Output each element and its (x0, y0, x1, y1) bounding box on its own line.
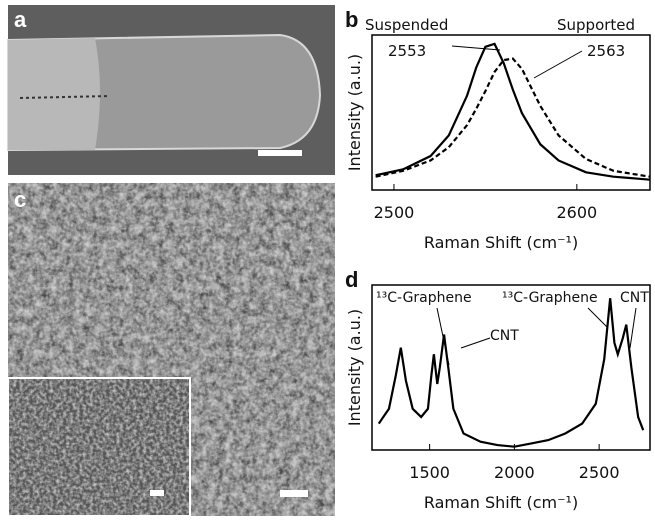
sem-image-a (8, 5, 335, 175)
line-series (379, 298, 643, 447)
annotation: 2563 (587, 42, 625, 60)
x-tick-label: 1500 (409, 463, 450, 482)
y-axis-label: Intensity (a.u.) (345, 309, 364, 426)
annotation: Supported (557, 16, 635, 34)
panel-label: d (345, 267, 358, 292)
leader (461, 338, 490, 348)
leader (630, 308, 636, 348)
annotation: ¹³C-Graphene (502, 290, 598, 306)
leader (588, 308, 608, 328)
annotation: CNT (620, 290, 649, 306)
panel-label: c (14, 187, 26, 212)
sem-image-c (8, 183, 335, 516)
x-tick-label: 2500 (579, 463, 620, 482)
y-axis-label: Intensity (a.u.) (345, 54, 364, 171)
figure: a c b Suspended 2553 Supported 2563 d ¹³… (0, 0, 655, 516)
leader (452, 46, 500, 50)
line-series (376, 59, 650, 177)
x-tick-label: 2500 (374, 203, 415, 222)
leader (534, 51, 582, 78)
line-series (376, 44, 650, 180)
annotation: ¹³C-Graphene (376, 290, 472, 306)
x-axis-label: Raman Shift (cm⁻¹) (424, 493, 578, 512)
panel-label: b (345, 7, 358, 32)
panel-label: a (14, 7, 27, 32)
annotation: 2553 (388, 42, 426, 60)
annotation: CNT (490, 328, 519, 344)
x-tick-label: 2600 (556, 203, 597, 222)
annotation: Suspended (365, 16, 448, 34)
x-tick-label: 2000 (494, 463, 535, 482)
x-axis-label: Raman Shift (cm⁻¹) (424, 233, 578, 252)
